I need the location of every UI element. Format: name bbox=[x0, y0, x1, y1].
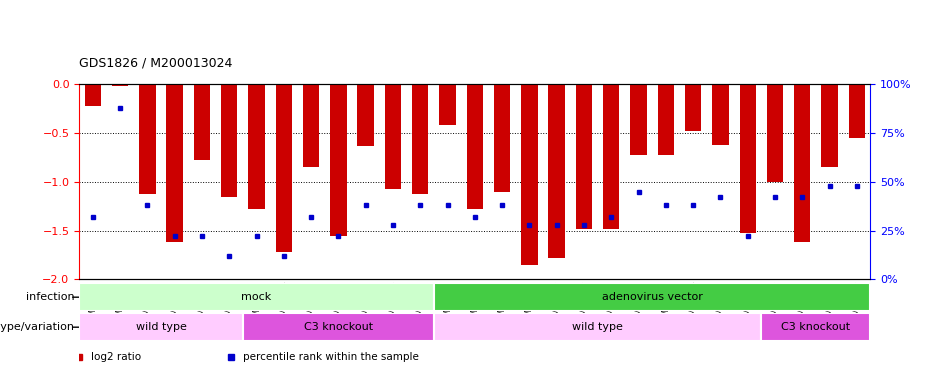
Bar bbox=[521, 84, 537, 265]
Bar bbox=[466, 84, 483, 209]
Bar bbox=[385, 84, 401, 189]
Bar bbox=[358, 84, 374, 146]
Bar bbox=[575, 84, 592, 229]
Bar bbox=[712, 84, 729, 145]
Bar bbox=[434, 313, 762, 341]
Bar bbox=[603, 84, 619, 229]
Text: mock: mock bbox=[241, 292, 272, 302]
Bar bbox=[434, 283, 870, 311]
Bar bbox=[685, 84, 701, 131]
Text: genotype/variation: genotype/variation bbox=[0, 322, 74, 332]
Bar bbox=[85, 84, 101, 106]
Bar bbox=[194, 84, 210, 160]
Text: infection: infection bbox=[26, 292, 74, 302]
Bar bbox=[821, 84, 838, 167]
Text: GDS1826 / M200013024: GDS1826 / M200013024 bbox=[79, 56, 233, 69]
Bar bbox=[79, 313, 243, 341]
Bar bbox=[243, 313, 434, 341]
Bar bbox=[439, 84, 455, 125]
Text: C3 knockout: C3 knockout bbox=[304, 322, 373, 332]
Bar bbox=[221, 84, 237, 196]
Text: adenovirus vector: adenovirus vector bbox=[601, 292, 703, 302]
Bar bbox=[412, 84, 428, 194]
Bar bbox=[139, 84, 155, 194]
Text: log2 ratio: log2 ratio bbox=[91, 352, 142, 362]
Text: percentile rank within the sample: percentile rank within the sample bbox=[243, 352, 419, 362]
Bar bbox=[303, 84, 319, 167]
Bar bbox=[767, 84, 783, 182]
Bar bbox=[739, 84, 756, 232]
Bar bbox=[79, 283, 434, 311]
Text: wild type: wild type bbox=[573, 322, 623, 332]
Bar bbox=[630, 84, 647, 154]
Bar bbox=[276, 84, 292, 252]
Bar bbox=[548, 84, 565, 258]
Bar bbox=[849, 84, 865, 138]
Bar bbox=[249, 84, 264, 209]
Bar bbox=[794, 84, 811, 242]
Bar bbox=[331, 84, 346, 236]
Bar bbox=[657, 84, 674, 154]
Bar bbox=[494, 84, 510, 192]
Bar bbox=[762, 313, 870, 341]
Bar bbox=[112, 84, 128, 86]
Text: C3 knockout: C3 knockout bbox=[781, 322, 851, 332]
Text: wild type: wild type bbox=[136, 322, 186, 332]
Bar bbox=[167, 84, 182, 242]
